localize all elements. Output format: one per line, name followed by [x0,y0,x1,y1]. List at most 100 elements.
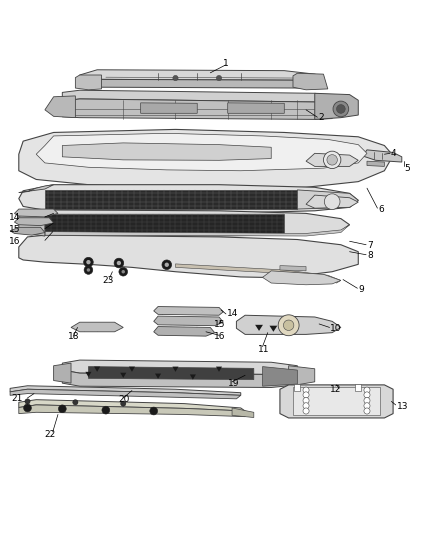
Polygon shape [36,133,367,171]
Text: 14: 14 [9,213,21,222]
Polygon shape [190,375,196,379]
Polygon shape [19,184,358,213]
Polygon shape [306,195,358,208]
Polygon shape [367,161,385,166]
Polygon shape [293,73,328,90]
Polygon shape [80,70,323,80]
Polygon shape [19,235,358,277]
Circle shape [117,261,121,265]
Text: 1: 1 [223,59,228,68]
Polygon shape [293,387,380,415]
Circle shape [364,403,370,409]
Text: 19: 19 [228,378,239,387]
Circle shape [86,260,91,264]
Polygon shape [10,228,45,235]
Polygon shape [262,271,341,285]
Polygon shape [19,184,53,192]
Polygon shape [14,209,58,217]
Text: 14: 14 [227,309,238,318]
Polygon shape [280,265,306,271]
Text: 22: 22 [44,430,55,439]
Polygon shape [45,96,75,118]
Circle shape [327,155,337,165]
Text: 2: 2 [318,112,324,122]
Polygon shape [53,363,71,383]
Circle shape [278,315,299,336]
Text: 12: 12 [330,385,342,394]
Polygon shape [19,211,45,236]
Circle shape [303,392,309,398]
Circle shape [120,401,126,406]
Polygon shape [75,75,102,90]
Circle shape [283,320,294,330]
Circle shape [303,387,309,393]
Circle shape [87,268,90,272]
Polygon shape [173,367,179,372]
Polygon shape [315,93,358,119]
Circle shape [114,258,124,268]
Polygon shape [228,103,284,114]
Polygon shape [269,326,277,332]
Polygon shape [19,210,350,236]
Circle shape [162,260,172,270]
Polygon shape [88,367,254,379]
Polygon shape [280,385,393,418]
Text: 7: 7 [367,241,373,250]
Text: 10: 10 [330,324,342,333]
Circle shape [336,104,345,114]
Polygon shape [154,327,215,336]
Polygon shape [154,306,223,315]
Polygon shape [62,370,297,387]
Circle shape [150,407,158,415]
Polygon shape [363,150,402,162]
Polygon shape [80,77,323,88]
Polygon shape [155,374,161,379]
Polygon shape [216,367,222,372]
Polygon shape [10,386,241,395]
Circle shape [324,194,340,209]
Text: 16: 16 [214,332,225,341]
Text: 5: 5 [404,164,410,173]
Bar [45,190,297,208]
Polygon shape [71,322,123,332]
Polygon shape [45,225,350,236]
Text: 4: 4 [391,149,396,158]
Text: 15: 15 [9,225,21,234]
Text: 21: 21 [11,394,22,403]
Circle shape [73,400,78,405]
Text: 6: 6 [378,205,384,214]
Circle shape [323,151,341,168]
Polygon shape [129,367,135,372]
Circle shape [364,392,370,398]
Polygon shape [120,373,126,378]
Bar [355,384,361,391]
Circle shape [119,268,127,276]
Polygon shape [19,130,393,189]
Circle shape [364,398,370,403]
Bar [36,214,284,232]
Circle shape [102,406,110,414]
Circle shape [364,387,370,393]
Polygon shape [62,90,332,102]
Polygon shape [62,360,297,375]
Circle shape [58,405,66,413]
Polygon shape [289,366,315,386]
Polygon shape [141,103,197,114]
Text: 23: 23 [102,276,114,285]
Text: 15: 15 [214,320,225,329]
Circle shape [364,408,370,414]
Polygon shape [154,316,223,326]
Circle shape [303,408,309,414]
Polygon shape [94,367,100,372]
Circle shape [216,76,222,80]
Circle shape [173,76,178,80]
Circle shape [25,399,30,404]
Text: 8: 8 [367,251,373,260]
Polygon shape [85,372,92,377]
Circle shape [303,403,309,409]
Polygon shape [255,325,263,331]
Text: 13: 13 [396,402,408,411]
Circle shape [24,404,32,412]
Polygon shape [306,154,358,166]
Text: 9: 9 [358,285,364,294]
